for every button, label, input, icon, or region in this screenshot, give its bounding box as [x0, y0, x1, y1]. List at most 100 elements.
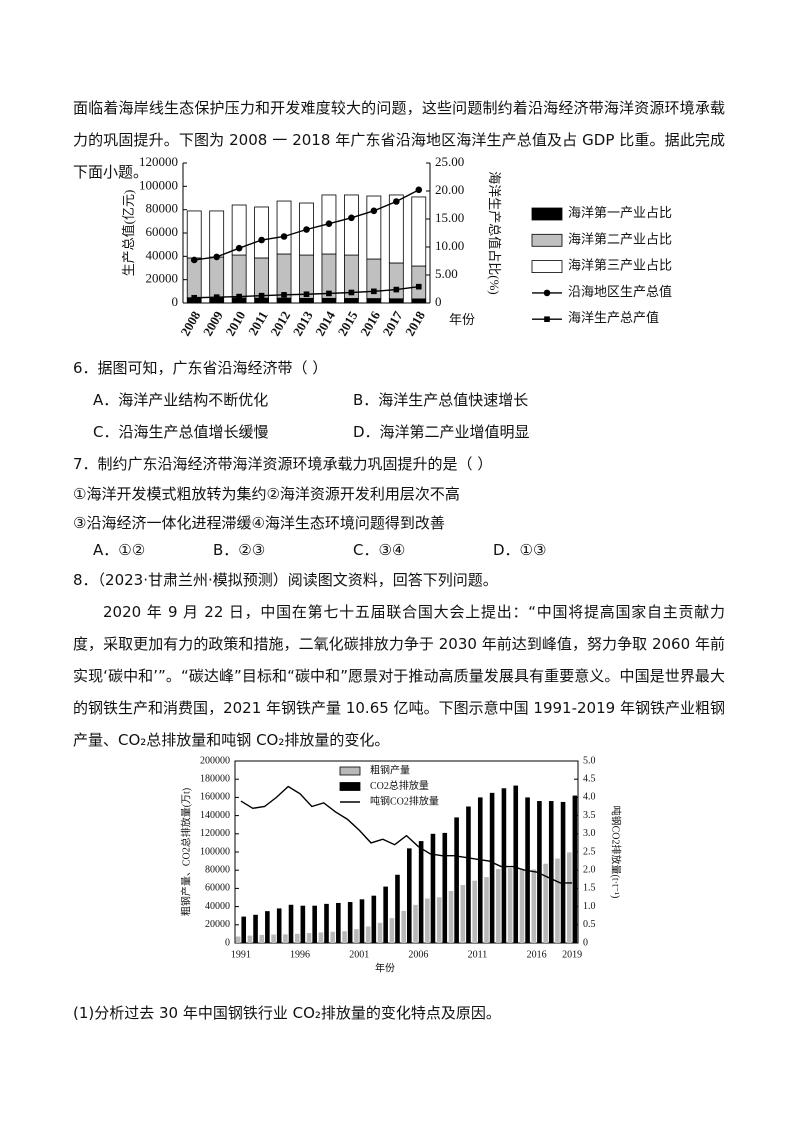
bar	[411, 196, 427, 267]
tick-label: 40000	[146, 247, 179, 262]
x-tick-label: 2016	[527, 949, 547, 960]
option: C．③④	[353, 541, 406, 559]
marker	[326, 290, 332, 297]
marker	[393, 286, 400, 293]
tick-label: 0.5	[583, 919, 596, 930]
tick-label: 200000	[200, 755, 230, 766]
tick-label: 3.0	[583, 828, 596, 839]
tick-label: 160000	[200, 792, 230, 803]
legend-swatch	[339, 782, 361, 791]
tick-label: 60000	[205, 883, 230, 894]
x-tick-label: 1996	[290, 949, 310, 960]
tick-label: 1.5	[583, 883, 596, 894]
bar	[460, 885, 466, 943]
tick-label: 0	[172, 294, 179, 309]
legend-label: 沿海地区生产总值	[568, 284, 672, 299]
x-tick-label: 2010	[222, 308, 248, 338]
bar	[231, 254, 247, 299]
bar	[507, 868, 513, 943]
x-axis-label: 年份	[375, 961, 395, 974]
bar	[389, 918, 395, 943]
bar	[294, 933, 300, 943]
bar	[442, 832, 448, 943]
bar	[283, 934, 288, 943]
marker	[325, 220, 333, 227]
x-tick-label: 2011	[245, 308, 271, 337]
bar	[354, 929, 359, 943]
bar	[501, 788, 507, 943]
bar	[254, 257, 269, 299]
legend-label: 海洋第二产业占比	[568, 231, 672, 246]
tick-label: 0	[225, 937, 230, 948]
marker	[415, 283, 422, 290]
bar	[466, 806, 471, 943]
legend-label: 海洋生产总产值	[568, 310, 659, 325]
bar	[231, 204, 247, 256]
tick-label: 5.0	[583, 755, 596, 766]
tick-label: 120000	[200, 828, 230, 839]
x-axis-label: 年份	[449, 312, 475, 327]
tick-label: 60000	[146, 224, 179, 239]
legend-label: 海洋第一产业占比	[568, 205, 672, 220]
tick-label: 10.00	[435, 238, 464, 253]
x-tick-label: 2019	[562, 949, 582, 960]
bar	[306, 933, 312, 943]
bar	[383, 886, 388, 943]
bar	[513, 785, 519, 943]
bar	[411, 298, 427, 304]
bar	[321, 297, 337, 304]
bar	[318, 932, 324, 943]
tick-label: 3.5	[583, 810, 596, 821]
bar	[276, 908, 282, 943]
bar	[366, 298, 382, 304]
bar	[477, 797, 483, 943]
bar	[531, 869, 537, 943]
bar	[411, 265, 427, 300]
bar	[265, 911, 270, 943]
legend-label: 海洋第三产业占比	[568, 258, 672, 273]
bar	[555, 858, 560, 943]
tick-label: 0	[435, 294, 442, 309]
bar	[448, 890, 454, 943]
bar	[413, 904, 418, 943]
bar	[548, 801, 554, 943]
option: D．①③	[493, 541, 547, 559]
bar	[359, 899, 365, 943]
bar	[276, 297, 292, 304]
bar	[330, 931, 336, 943]
tick-label: 0	[583, 937, 588, 948]
bar	[209, 210, 225, 258]
legend-swatch	[531, 233, 563, 247]
bar	[276, 200, 292, 255]
option: A．海洋产业结构不断优化	[93, 391, 269, 409]
bar	[241, 916, 247, 943]
marker	[236, 293, 242, 300]
x-tick-label: 2018	[402, 308, 428, 338]
y-axis-label: 粗钢产量、CO2总排放量(万t)	[179, 788, 192, 916]
tick-label: 4.0	[583, 792, 596, 803]
bar	[300, 905, 306, 943]
tick-label: 1.0	[583, 901, 596, 912]
marker	[370, 207, 378, 215]
bar	[388, 262, 404, 300]
marker	[371, 288, 377, 295]
legend-swatch	[339, 766, 361, 776]
bar	[543, 863, 548, 943]
bar	[572, 795, 578, 943]
marker	[415, 186, 423, 194]
bar	[454, 817, 459, 943]
bar	[209, 256, 225, 299]
tick-label: 15.00	[435, 210, 464, 225]
tick-label: 40000	[205, 901, 230, 912]
y2-axis-label: 吨钢CO2排放量(t·t⁻¹)	[610, 806, 623, 899]
option: D．海洋第二产业增值明显	[353, 423, 530, 441]
bar	[366, 195, 382, 260]
bar	[365, 926, 371, 943]
bar	[247, 935, 253, 943]
bar	[259, 934, 265, 943]
marker	[191, 294, 198, 301]
bar	[186, 210, 202, 259]
legend-label: 吨钢CO2排放量	[370, 794, 439, 807]
bar	[324, 903, 329, 943]
tick-label: 20.00	[435, 182, 464, 197]
